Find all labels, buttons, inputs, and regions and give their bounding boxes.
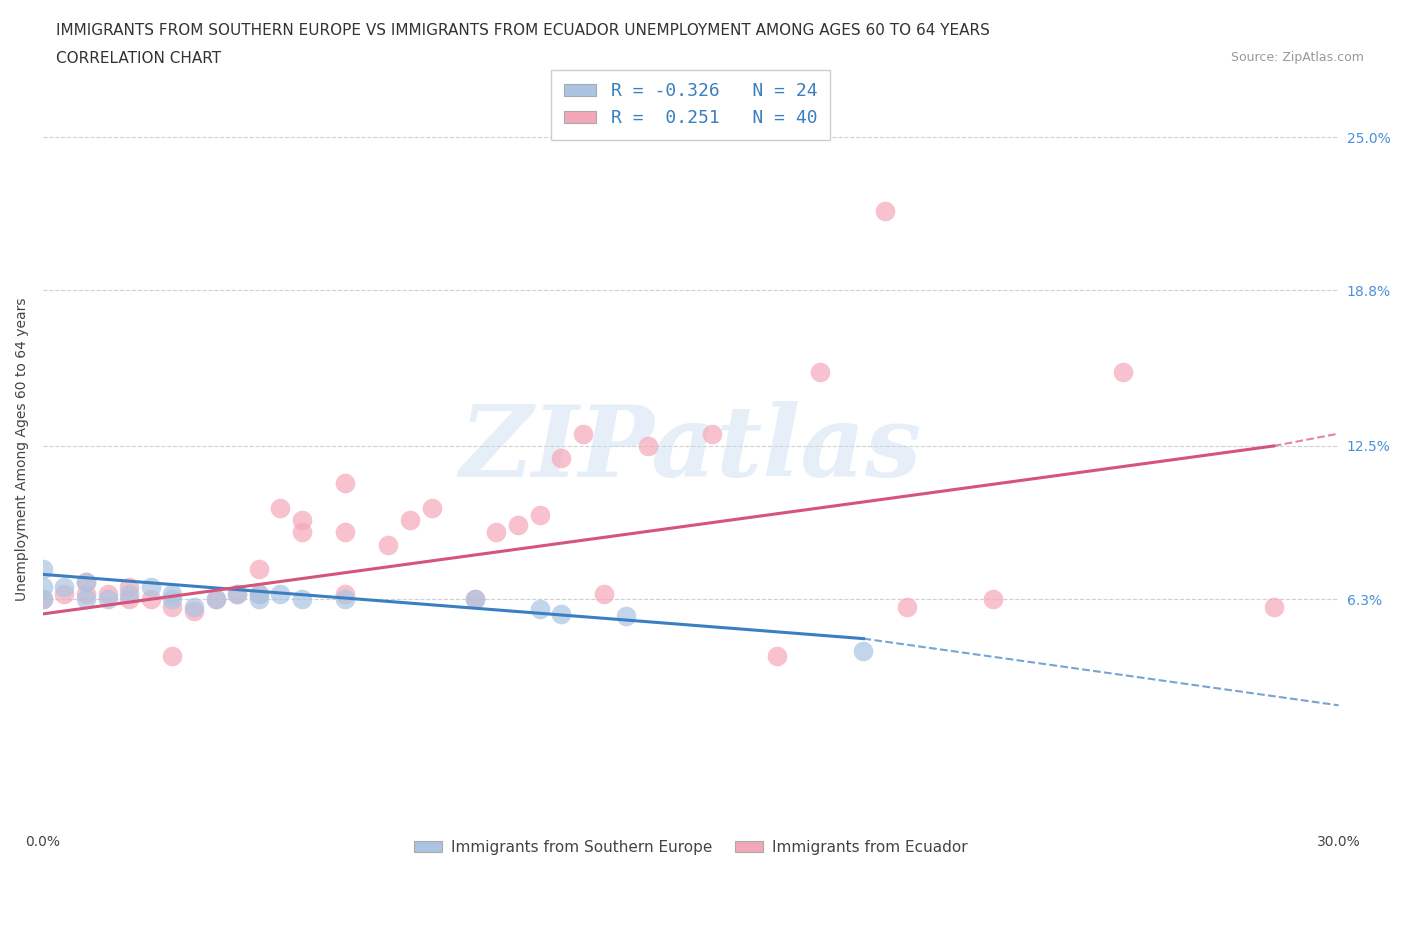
Point	[247, 591, 270, 606]
Point	[614, 609, 637, 624]
Text: IMMIGRANTS FROM SOUTHERN EUROPE VS IMMIGRANTS FROM ECUADOR UNEMPLOYMENT AMONG AG: IMMIGRANTS FROM SOUTHERN EUROPE VS IMMIG…	[56, 23, 990, 38]
Point	[335, 591, 357, 606]
Point	[162, 587, 184, 602]
Legend: Immigrants from Southern Europe, Immigrants from Ecuador: Immigrants from Southern Europe, Immigra…	[408, 834, 973, 861]
Point	[1111, 365, 1133, 379]
Point	[529, 602, 551, 617]
Point	[506, 518, 529, 533]
Point	[637, 439, 659, 454]
Point	[226, 587, 249, 602]
Point	[852, 644, 875, 658]
Point	[550, 451, 572, 466]
Point	[139, 591, 162, 606]
Point	[335, 525, 357, 539]
Point	[53, 587, 76, 602]
Text: Source: ZipAtlas.com: Source: ZipAtlas.com	[1230, 51, 1364, 64]
Point	[204, 591, 226, 606]
Point	[204, 591, 226, 606]
Point	[75, 587, 97, 602]
Point	[247, 587, 270, 602]
Point	[571, 426, 593, 441]
Point	[75, 575, 97, 590]
Point	[118, 587, 141, 602]
Point	[32, 591, 55, 606]
Point	[335, 475, 357, 490]
Point	[529, 508, 551, 523]
Point	[766, 648, 789, 663]
Point	[873, 204, 896, 219]
Point	[269, 587, 291, 602]
Point	[97, 591, 120, 606]
Point	[75, 591, 97, 606]
Point	[464, 591, 486, 606]
Point	[97, 587, 120, 602]
Point	[32, 579, 55, 594]
Point	[593, 587, 616, 602]
Point	[32, 562, 55, 577]
Point	[118, 579, 141, 594]
Point	[420, 500, 443, 515]
Point	[981, 591, 1004, 606]
Point	[226, 587, 249, 602]
Point	[808, 365, 831, 379]
Point	[32, 591, 55, 606]
Y-axis label: Unemployment Among Ages 60 to 64 years: Unemployment Among Ages 60 to 64 years	[15, 298, 30, 602]
Text: ZIPatlas: ZIPatlas	[460, 402, 922, 498]
Point	[162, 599, 184, 614]
Point	[269, 500, 291, 515]
Point	[183, 599, 205, 614]
Point	[53, 579, 76, 594]
Point	[1263, 599, 1285, 614]
Point	[291, 591, 314, 606]
Point	[550, 606, 572, 621]
Point	[485, 525, 508, 539]
Point	[335, 587, 357, 602]
Point	[139, 579, 162, 594]
Point	[162, 591, 184, 606]
Point	[702, 426, 724, 441]
Point	[464, 591, 486, 606]
Point	[247, 562, 270, 577]
Point	[75, 575, 97, 590]
Point	[247, 587, 270, 602]
Point	[183, 604, 205, 618]
Point	[291, 525, 314, 539]
Point	[896, 599, 918, 614]
Point	[118, 591, 141, 606]
Point	[162, 648, 184, 663]
Point	[291, 512, 314, 527]
Point	[399, 512, 422, 527]
Text: CORRELATION CHART: CORRELATION CHART	[56, 51, 221, 66]
Point	[377, 538, 399, 552]
